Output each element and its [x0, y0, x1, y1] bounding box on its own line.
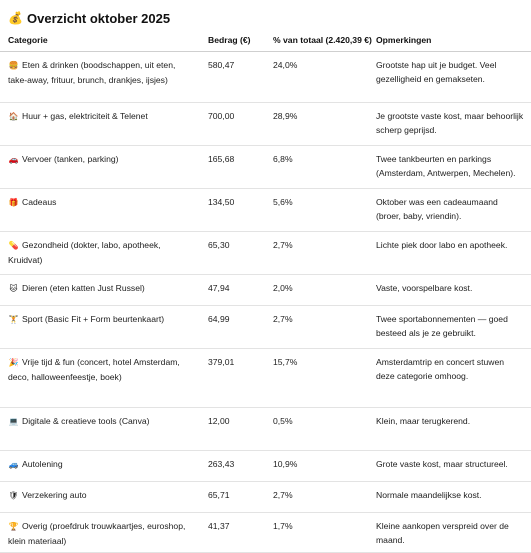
table-row: 🚙 Autolening 263,43 10,9% Grote vaste kost, …	[0, 450, 531, 482]
percent-cell: 5,6%	[265, 188, 368, 232]
percent-cell: 6,8%	[265, 145, 368, 189]
note-cell: Je grootste vaste kost, maar behoorlijk …	[368, 102, 531, 146]
note-cell: Twee tankbeurten en parkings (Amsterdam,…	[368, 145, 531, 189]
cat-icon: 🐱	[9, 284, 18, 293]
budget-table: Categorie Bedrag (€) % van totaal (2.420…	[0, 30, 531, 553]
category-cell: 🎁 Cadeaus	[0, 188, 200, 232]
amount-cell: 65,30	[200, 231, 265, 275]
amount-cell: 47,94	[200, 274, 265, 306]
table-row: 🚗 Vervoer (tanken, parking) 165,68 6,8% Twee…	[0, 145, 531, 189]
category-label: Autolening	[22, 459, 63, 469]
header-notes: Opmerkingen	[368, 30, 531, 52]
percent-cell: 2,7%	[265, 305, 368, 349]
category-cell: 🏋 Sport (Basic Fit + Form beurtenkaart)	[0, 305, 200, 349]
category-label: Huur + gas, elektriciteit & Telenet	[22, 111, 148, 121]
amount-cell: 379,01	[200, 348, 265, 408]
category-cell: 🎉 Vrije tijd & fun (concert, hotel Amster…	[0, 348, 200, 408]
table-row: 🎁 Cadeaus 134,50 5,6% Oktober was een cadeau…	[0, 188, 531, 232]
percent-cell: 1,7%	[265, 512, 368, 553]
dumbbell-icon: 🏋	[8, 315, 19, 324]
category-cell: 🚙 Autolening	[0, 450, 200, 482]
pill-icon: 💊	[8, 241, 19, 250]
category-cell: 🏆 Overig (proefdruk trouwkaartjes, eurosh…	[0, 512, 200, 553]
category-label: Eten & drinken (boodschappen, uit eten, …	[8, 60, 176, 85]
shield-icon: 🛡	[8, 491, 19, 500]
amount-cell: 165,68	[200, 145, 265, 189]
burger-icon: 🍔	[8, 61, 19, 70]
category-cell: 🚗 Vervoer (tanken, parking)	[0, 145, 200, 189]
money-bag-icon: 💰	[8, 11, 23, 25]
note-cell: Vaste, voorspelbare kost.	[368, 274, 531, 306]
percent-cell: 15,7%	[265, 348, 368, 408]
table-row: 🛡 Verzekering auto 65,71 2,7% Normale maande…	[0, 481, 531, 513]
table-row: 🏋 Sport (Basic Fit + Form beurtenkaart) 64…	[0, 305, 531, 349]
table-header-row: Categorie Bedrag (€) % van totaal (2.420…	[0, 30, 531, 52]
document-title-row: 💰 Overzicht oktober 2025	[8, 8, 170, 28]
note-cell: Twee sportabonnementen — goed besteed al…	[368, 305, 531, 349]
category-label: Vervoer (tanken, parking)	[22, 154, 119, 164]
amount-cell: 700,00	[200, 102, 265, 146]
page-title: Overzicht oktober 2025	[27, 10, 171, 26]
amount-cell: 41,37	[200, 512, 265, 553]
category-cell: 🛡 Verzekering auto	[0, 481, 200, 513]
category-cell: 💊 Gezondheid (dokter, labo, apotheek, Kru…	[0, 231, 200, 275]
category-cell: 🏠 Huur + gas, elektriciteit & Telenet	[0, 102, 200, 146]
category-cell: 💻 Digitale & creatieve tools (Canva)	[0, 407, 200, 451]
category-cell: 🍔 Eten & drinken (boodschappen, uit eten,…	[0, 51, 200, 103]
gift-icon: 🎁	[8, 198, 19, 207]
house-icon: 🏠	[8, 112, 19, 121]
percent-cell: 2,7%	[265, 481, 368, 513]
amount-cell: 12,00	[200, 407, 265, 451]
header-category: Categorie	[0, 30, 200, 52]
amount-cell: 134,50	[200, 188, 265, 232]
header-percent: % van totaal (2.420,39 €)	[265, 30, 372, 52]
table-row: 💊 Gezondheid (dokter, labo, apotheek, Kru…	[0, 231, 531, 275]
trophy-icon: 🏆	[8, 522, 19, 531]
percent-cell: 10,9%	[265, 450, 368, 482]
category-label: Overig (proefdruk trouwkaartjes, eurosho…	[8, 521, 186, 546]
laptop-icon: 💻	[8, 417, 19, 426]
note-cell: Lichte piek door labo en apotheek.	[368, 231, 531, 275]
note-cell: Grootste hap uit je budget. Veel gezelli…	[368, 51, 531, 103]
amount-cell: 64,99	[200, 305, 265, 349]
party-popper-icon: 🎉	[8, 358, 19, 367]
amount-cell: 65,71	[200, 481, 265, 513]
category-label: Gezondheid (dokter, labo, apotheek, Krui…	[8, 240, 161, 265]
category-label: Sport (Basic Fit + Form beurtenkaart)	[22, 314, 165, 324]
note-cell: Kleine aankopen verspreid over de maand.	[368, 512, 531, 553]
car-loan-icon: 🚙	[8, 460, 19, 469]
category-cell: 🐱 Dieren (eten katten Just Russel)	[0, 274, 200, 306]
amount-cell: 263,43	[200, 450, 265, 482]
note-cell: Oktober was een cadeaumaand (broer, baby…	[368, 188, 531, 232]
percent-cell: 24,0%	[265, 51, 368, 103]
note-cell: Normale maandelijkse kost.	[368, 481, 531, 513]
table-row: 💻 Digitale & creatieve tools (Canva) 12,00…	[0, 407, 531, 451]
table-row: 🏆 Overig (proefdruk trouwkaartjes, eurosh…	[0, 512, 531, 553]
percent-cell: 28,9%	[265, 102, 368, 146]
category-label: Dieren (eten katten Just Russel)	[22, 283, 145, 293]
table-row: 🐱 Dieren (eten katten Just Russel) 47,94 2,…	[0, 274, 531, 306]
car-icon: 🚗	[8, 155, 19, 164]
table-row: 🏠 Huur + gas, elektriciteit & Telenet 700,…	[0, 102, 531, 146]
table-row: 🎉 Vrije tijd & fun (concert, hotel Amster…	[0, 348, 531, 408]
percent-cell: 0,5%	[265, 407, 368, 451]
percent-cell: 2,7%	[265, 231, 368, 275]
amount-cell: 580,47	[200, 51, 265, 103]
note-cell: Klein, maar terugkerend.	[368, 407, 531, 451]
category-label: Vrije tijd & fun (concert, hotel Amsterd…	[8, 357, 180, 382]
header-amount: Bedrag (€)	[200, 30, 265, 52]
note-cell: Grote vaste kost, maar structureel.	[368, 450, 531, 482]
category-label: Cadeaus	[22, 197, 57, 207]
category-label: Verzekering auto	[22, 490, 87, 500]
note-cell: Amsterdamtrip en concert stuwen deze cat…	[368, 348, 531, 408]
percent-cell: 2,0%	[265, 274, 368, 306]
category-label: Digitale & creatieve tools (Canva)	[22, 416, 150, 426]
table-row: 🍔 Eten & drinken (boodschappen, uit eten,…	[0, 51, 531, 103]
